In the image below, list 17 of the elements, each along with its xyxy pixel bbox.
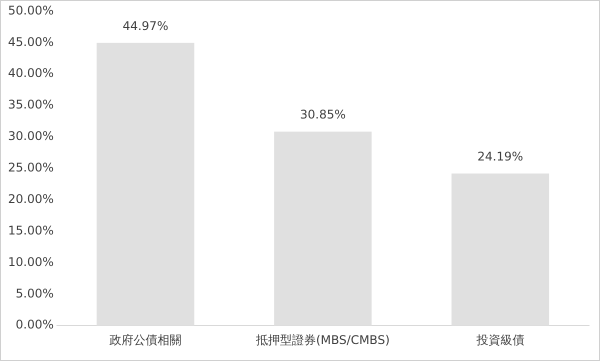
y-tick-label: 30.00% — [8, 129, 54, 144]
data-label: 44.97% — [122, 18, 168, 33]
y-tick-label: 15.00% — [8, 223, 54, 238]
y-tick-label: 25.00% — [8, 160, 54, 175]
y-tick-label: 20.00% — [8, 192, 54, 206]
y-tick-label: 40.00% — [8, 66, 54, 80]
y-tick-label: 35.00% — [8, 98, 54, 112]
y-tick-label: 50.00% — [8, 3, 54, 18]
x-tick-label: 投資級債 — [475, 332, 524, 347]
x-tick-label: 政府公債相關 — [109, 332, 182, 347]
y-tick-label: 5.00% — [16, 286, 54, 300]
data-label: 24.19% — [477, 150, 524, 164]
y-tick-label: 0.00% — [16, 318, 54, 332]
y-tick-label: 45.00% — [8, 34, 54, 49]
y-tick-label: 10.00% — [8, 254, 54, 269]
x-tick-label: 抵押型證券(MBS/CMBS) — [254, 332, 390, 347]
data-label: 30.85% — [300, 108, 346, 122]
